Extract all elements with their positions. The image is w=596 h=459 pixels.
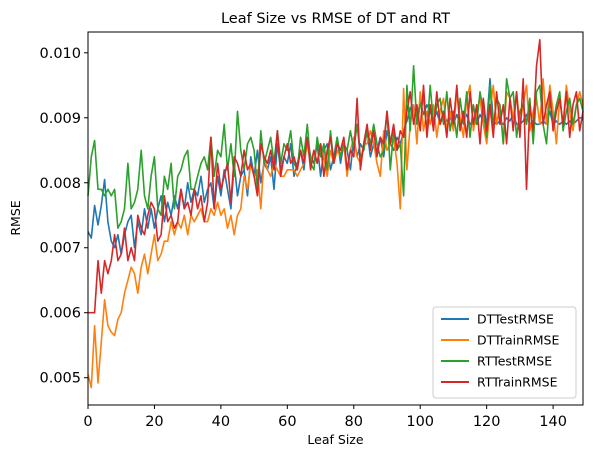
legend: DTTestRMSE DTTrainRMSE RTTestRMSE RTTrainRM… <box>432 306 577 399</box>
chart-title: Leaf Size vs RMSE of DT and RT <box>221 11 450 27</box>
legend-box <box>432 306 577 399</box>
y-tick-label: 0.008 <box>39 176 81 192</box>
legend-label-dttestrmse: DTTestRMSE <box>477 312 554 327</box>
x-tick-label: 20 <box>145 414 163 430</box>
y-tick-label: 0.009 <box>39 111 81 127</box>
legend-label-rttestrmse: RTTestRMSE <box>477 354 552 369</box>
y-tick-label: 0.007 <box>39 241 81 257</box>
y-tick-label: 0.010 <box>39 46 81 62</box>
x-tick-label: 100 <box>406 414 434 430</box>
x-axis-ticks: 0 20 40 60 80 100 120 140 <box>83 405 567 430</box>
y-axis-ticks: 0.005 0.006 0.007 0.008 0.009 0.010 <box>39 46 88 387</box>
legend-label-rttrainrmse: RTTrainRMSE <box>477 375 558 390</box>
y-axis-label: RMSE <box>8 200 23 235</box>
chart-title-group: Leaf Size vs RMSE of DT and RT <box>221 11 450 27</box>
x-axis-label: Leaf Size <box>307 432 363 447</box>
x-tick-label: 140 <box>539 414 567 430</box>
series-line-rttrainrmse <box>88 38 584 314</box>
legend-label-dttrainrmse: DTTrainRMSE <box>477 333 559 348</box>
x-tick-label: 0 <box>83 414 92 430</box>
x-tick-label: 40 <box>212 414 230 430</box>
x-tick-label: 80 <box>345 414 363 430</box>
x-tick-label: 60 <box>278 414 296 430</box>
plot-area-frame <box>87 31 584 406</box>
y-tick-label: 0.005 <box>39 371 81 387</box>
series-lines <box>87 38 584 389</box>
y-tick-label: 0.006 <box>39 306 81 322</box>
x-tick-label: 120 <box>473 414 501 430</box>
series-line-rttestrmse <box>87 65 584 229</box>
